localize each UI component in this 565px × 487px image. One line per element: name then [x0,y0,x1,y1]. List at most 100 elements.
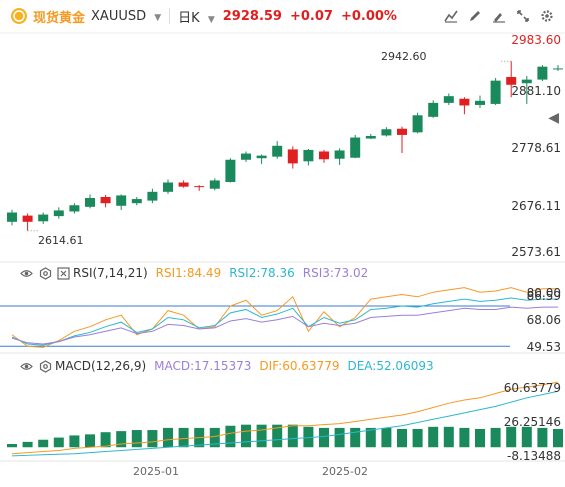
axis-label: 2778.61 [511,141,561,155]
timeframe-selector[interactable]: 日K ▼ [178,7,215,26]
candle-body [194,186,205,188]
macd-histogram-bar [506,426,517,448]
candle-body [459,98,470,106]
candle-body [287,149,298,164]
macd-histogram-bar [443,426,454,448]
macd-histogram-bar [537,427,548,448]
macd-histogram-bar [256,424,267,448]
rsi-line-rsi3 [11,306,558,345]
macd-histogram-bar [163,427,173,448]
candle-body [147,191,158,201]
candle-body [428,102,439,117]
macd-histogram-bar [319,427,329,448]
caret-down-icon: ▼ [154,12,162,23]
macd-histogram-bar [303,426,314,448]
axis-label: 2573.61 [511,245,561,259]
macd-histogram-bar [272,424,283,448]
gear-icon[interactable] [39,266,52,280]
dea-line [11,390,559,457]
price-change: +0.07 [289,8,333,24]
chevron-left-icon: ◀ [548,110,559,126]
candle-body [350,137,361,158]
indicator-button[interactable] [441,6,461,26]
rsi-line-rsi1 [11,287,558,348]
macd-histogram-bar [412,428,423,448]
candle-body [303,149,314,162]
collapse-arrow-button[interactable]: ◀ [548,110,559,126]
candle-body [116,195,127,206]
macd-histogram-bar [241,424,251,448]
candle-body [365,135,376,139]
macd-histogram-bar [7,444,17,448]
gear-icon[interactable] [39,359,52,373]
macd-histogram-bar [459,427,470,448]
macd-value: MACD:17.15373 [154,359,252,373]
pencil-icon [470,11,480,21]
candle-body [553,68,563,70]
high-annotation: 2942.60 [381,50,427,63]
dif-value: DIF:60.63779 [259,359,340,373]
draw-button[interactable] [465,6,485,26]
candle-body [381,129,392,136]
dea-value: DEA:52.06093 [347,359,434,373]
macd-histogram-bar [350,427,361,448]
eye-icon[interactable] [20,267,33,280]
candle-body [334,150,345,159]
rsi-line-rsi2 [11,297,558,346]
divider [169,8,171,24]
macd-histogram-bar [85,434,95,448]
rsi-axis-label: 86.59 [526,289,561,303]
candle-body [537,66,548,80]
candle-body [209,180,220,189]
header-bar: 现货黄金 XAUUSD ▼ 日K ▼ 2928.59 +0.07 +0.00% [0,0,565,32]
timeframe-label: 日K [178,10,200,26]
candle-body [85,198,95,207]
fullscreen-button[interactable] [513,6,533,26]
settings-button[interactable] [537,6,557,26]
axis-label-top: 2983.60 [511,33,561,47]
candle-body [397,128,407,135]
dif-line [11,381,559,455]
rsi2-value: RSI2:78.36 [229,266,295,280]
macd-histogram-bar [225,425,236,448]
eye-icon[interactable] [20,360,33,373]
rsi-title: RSI(7,14,21) [73,266,148,280]
symbol-selector[interactable]: XAUUSD ▼ [91,9,161,24]
candle-body [521,79,532,84]
rsi-axis-label: 68.06 [526,313,561,327]
candle-body [256,155,267,159]
rsi-axis-label: 80.00 [526,286,561,300]
macd-histogram-bar [334,427,345,448]
date-label: 2025-02 [322,465,368,478]
candle-body [272,145,283,157]
macd-histogram-bar [53,437,64,448]
macd-histogram-bar [521,426,532,448]
candle-body [163,182,173,192]
rsi1-value: RSI1:84.49 [155,266,222,280]
candle-body [38,214,49,222]
candle-body [490,80,501,104]
candle-body [69,205,80,212]
macd-histogram-bar [38,439,49,448]
low-annotation: 2614.61 [38,234,84,247]
candle-body [7,212,17,222]
macd-axis-label: 60.63779 [503,381,561,395]
date-label: 2025-01 [133,465,179,478]
macd-histogram-bar [381,427,392,448]
rsi3-value: RSI3:73.02 [302,266,369,280]
indicator-icon [444,10,458,23]
candle-body [412,115,423,133]
macd-histogram-bar [100,432,111,448]
macd-histogram-bar [116,431,127,448]
candle-body [178,182,189,187]
toolbar [441,6,557,26]
macd-histogram-bar [490,427,501,448]
macd-histogram-bar [475,428,485,448]
macd-histogram-bar [553,428,563,448]
macd-histogram-bar [365,427,376,448]
macd-title: MACD(12,26,9) [55,359,147,373]
macd-histogram-bar [131,430,142,448]
close-icon[interactable] [57,266,70,280]
edit-button[interactable] [489,6,509,26]
